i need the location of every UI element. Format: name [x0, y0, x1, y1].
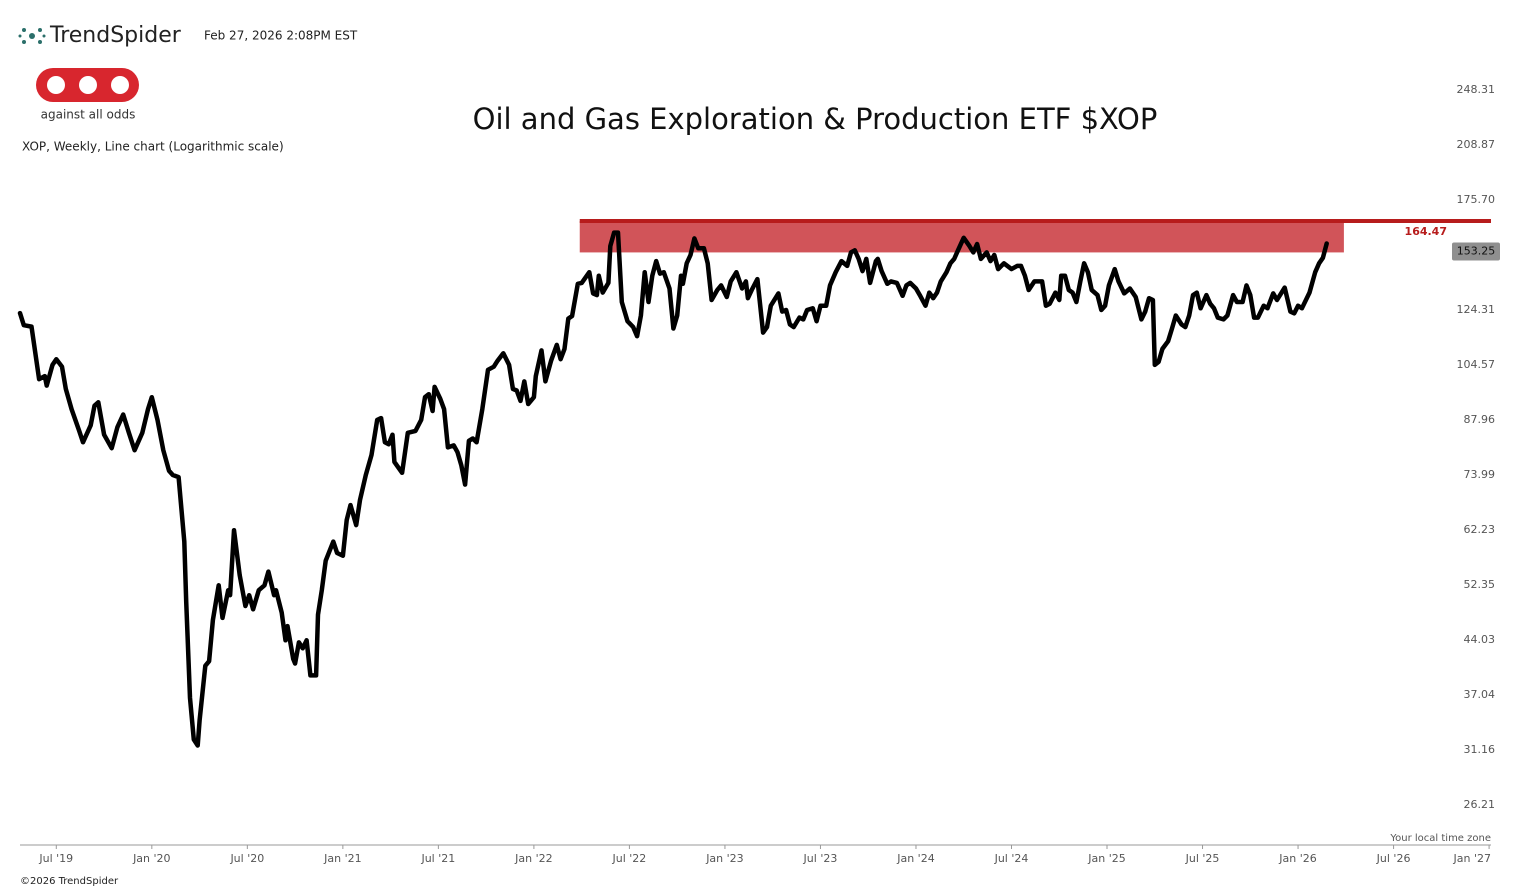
aao-logo	[36, 68, 139, 102]
logo-text: against all odds	[41, 108, 136, 122]
last-price-label: 153.25	[1457, 244, 1496, 257]
x-tick-label: Jan '24	[896, 852, 934, 865]
x-tick-label: Jul '23	[803, 852, 838, 865]
x-tick-label: Jan '20	[132, 852, 170, 865]
x-tick-label: Jul '25	[1185, 852, 1220, 865]
x-tick-label: Jan '21	[323, 852, 361, 865]
y-tick-label: 52.35	[1464, 578, 1496, 591]
y-tick-label: 124.31	[1457, 303, 1496, 316]
brand-icon	[18, 28, 46, 44]
y-tick-label: 31.16	[1464, 743, 1496, 756]
x-tick-label: Jul '20	[229, 852, 264, 865]
y-tick-label: 248.31	[1457, 83, 1496, 96]
timestamp: Feb 27, 2026 2:08PM EST	[204, 29, 358, 43]
subtitle: XOP, Weekly, Line chart (Logarithmic sca…	[22, 140, 284, 154]
chart-title: Oil and Gas Exploration & Production ETF…	[473, 102, 1158, 136]
y-tick-label: 26.21	[1464, 798, 1496, 811]
resistance-label: 164.47	[1405, 225, 1447, 238]
x-tick-label: Jan '25	[1087, 852, 1125, 865]
y-tick-label: 87.96	[1464, 413, 1496, 426]
timezone-note: Your local time zone	[1389, 833, 1491, 844]
y-tick-label: 37.04	[1464, 688, 1496, 701]
price-line	[17, 230, 1329, 748]
brand: TrendSpider	[49, 23, 182, 48]
x-tick-label: Jul '24	[994, 852, 1029, 865]
x-tick-label: Jan '23	[705, 852, 743, 865]
x-tick-label: Jul '26	[1376, 852, 1411, 865]
y-tick-label: 208.87	[1457, 138, 1496, 151]
x-tick-label: Jul '22	[612, 852, 647, 865]
last-price-tag	[1452, 242, 1500, 261]
copyright: ©2026 TrendSpider	[20, 876, 119, 887]
y-tick-label: 44.03	[1464, 633, 1496, 646]
y-tick-label: 175.70	[1457, 193, 1496, 206]
x-tick-label: Jul '21	[420, 852, 455, 865]
x-tick-label: Jan '22	[514, 852, 552, 865]
x-tick-label: Jan '26	[1278, 852, 1316, 865]
x-tick-label: Jan '27	[1453, 852, 1491, 865]
y-tick-label: 73.99	[1464, 468, 1496, 481]
y-tick-label: 104.57	[1457, 358, 1496, 371]
x-tick-label: Jul '19	[38, 852, 73, 865]
y-tick-label: 62.23	[1464, 523, 1496, 536]
